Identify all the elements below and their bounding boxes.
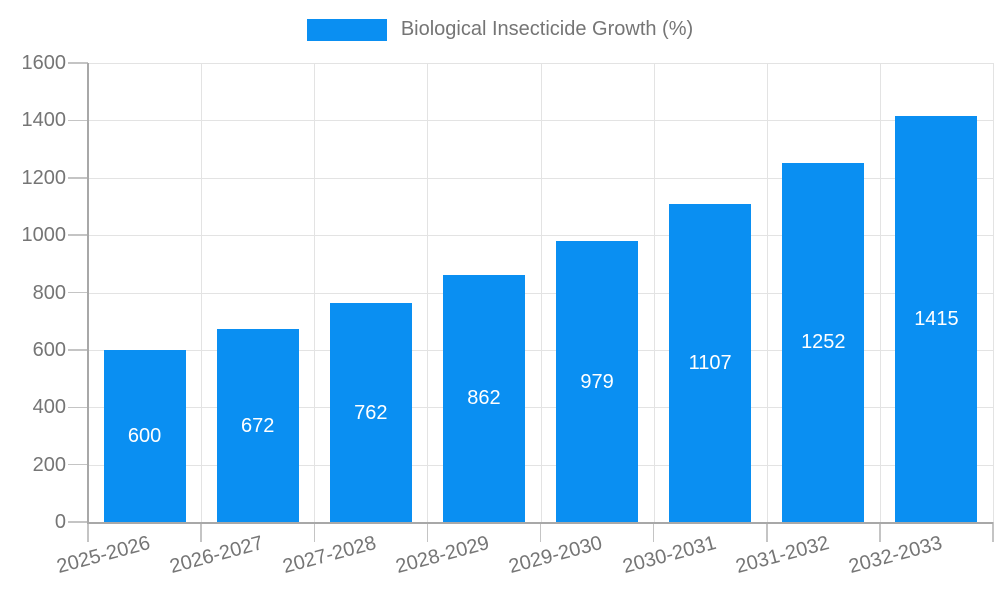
gridline-vertical <box>879 63 881 522</box>
y-axis-tick-label: 1600 <box>21 52 67 74</box>
y-axis-tick <box>68 463 88 466</box>
y-axis-tick-label: 400 <box>32 396 66 419</box>
x-axis-tick-label: 2025-2026 <box>54 531 153 578</box>
bar <box>216 329 299 522</box>
y-axis-tick <box>68 234 88 236</box>
x-axis-tick-label: 2026-2027 <box>167 531 266 578</box>
bar <box>895 116 978 522</box>
x-axis-tick-label: 2032-2033 <box>846 531 945 578</box>
y-axis-tick <box>68 291 88 294</box>
y-axis-tick <box>68 521 88 523</box>
y-axis-tick-label: 1400 <box>21 109 67 132</box>
gridline-vertical <box>201 63 203 522</box>
bar-value-label: 1415 <box>914 308 959 331</box>
bar-value-label: 600 <box>127 424 162 447</box>
bar <box>442 274 525 522</box>
y-axis-tick-label: 0 <box>54 511 66 533</box>
gridline-vertical <box>993 63 994 522</box>
bar-value-label: 979 <box>580 370 614 393</box>
bar-value-label: 762 <box>354 401 388 424</box>
legend-swatch <box>306 18 387 41</box>
y-axis-tick <box>68 119 88 122</box>
legend-label: Biological Insecticide Growth (%) <box>400 18 694 40</box>
y-axis-line <box>87 63 89 522</box>
x-axis-tick <box>879 522 881 542</box>
x-axis-tick <box>200 522 202 542</box>
x-axis-tick <box>992 522 994 542</box>
y-axis-tick <box>68 62 88 64</box>
bar <box>556 241 639 522</box>
gridline-vertical <box>766 63 768 522</box>
bar <box>669 204 752 522</box>
y-axis-tick <box>68 406 88 408</box>
gridline-vertical <box>314 63 316 522</box>
y-axis-tick <box>68 349 88 351</box>
x-axis-tick-label: 2029-2030 <box>506 531 606 578</box>
y-axis-tick-label: 600 <box>32 338 66 361</box>
chart-legend[interactable]: Biological Insecticide Growth (%) <box>0 18 1000 41</box>
x-axis-tick <box>766 522 768 542</box>
x-axis-tick <box>652 522 655 542</box>
y-axis-tick-label: 800 <box>32 281 66 304</box>
y-axis-tick-label: 1000 <box>21 224 67 247</box>
x-axis-tick <box>313 522 315 542</box>
y-axis-tick <box>68 177 88 179</box>
y-axis-tick-label: 1200 <box>21 166 67 189</box>
x-axis-tick <box>87 522 89 542</box>
x-axis-tick-label: 2027-2028 <box>280 531 379 578</box>
gridline-vertical <box>427 63 429 522</box>
bar-value-label: 1252 <box>801 331 846 354</box>
bar <box>782 162 865 522</box>
y-axis-tick-label: 200 <box>32 453 66 476</box>
x-axis-tick-label: 2031-2032 <box>733 531 832 578</box>
x-axis-tick <box>539 522 542 542</box>
bar <box>329 303 412 522</box>
bar <box>103 349 186 522</box>
bar-value-label: 862 <box>467 387 501 410</box>
bar-value-label: 672 <box>241 414 275 437</box>
x-axis-line <box>87 522 993 524</box>
gridline-vertical <box>653 63 655 522</box>
gridline-vertical <box>540 63 542 522</box>
x-axis-tick-label: 2028-2029 <box>393 531 492 578</box>
x-axis-tick <box>426 522 429 542</box>
bar-value-label: 1107 <box>688 352 732 375</box>
x-axis-tick-label: 2030-2031 <box>620 531 719 578</box>
